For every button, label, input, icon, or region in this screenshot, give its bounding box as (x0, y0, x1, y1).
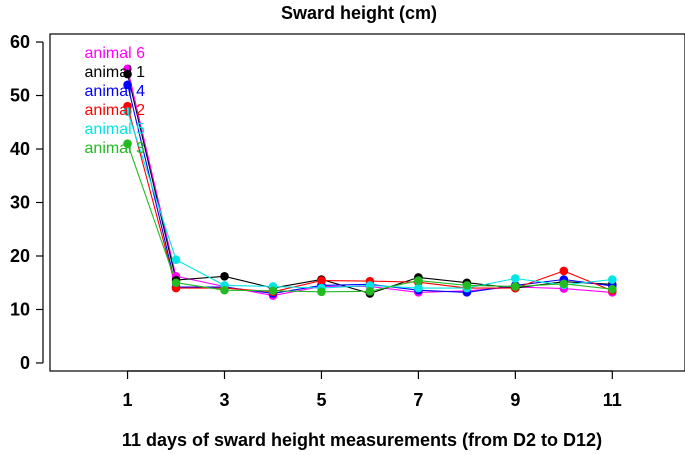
series-line (127, 68, 613, 297)
data-point (607, 284, 617, 294)
data-point (123, 80, 132, 90)
chart-title: Sward height (cm) (281, 3, 437, 23)
legend-entry: animal 1 (85, 64, 146, 81)
series-points (123, 64, 617, 300)
x-axis-label: 11 days of sward height measurements (fr… (122, 430, 602, 450)
data-point (220, 272, 229, 281)
x-tick-label: 3 (219, 390, 229, 410)
legend-entry: animal 6 (85, 45, 146, 62)
data-point (559, 279, 569, 289)
y-tick-label: 50 (10, 86, 30, 106)
x-tick-label: 11 (603, 390, 622, 410)
data-point (365, 286, 375, 296)
x-tick-label: 9 (510, 390, 520, 410)
plot-frame (49, 33, 685, 372)
series-line (127, 73, 613, 294)
data-point (511, 274, 520, 283)
data-point (607, 275, 617, 284)
data-point (414, 283, 423, 293)
data-point (365, 281, 375, 290)
series-line (127, 143, 613, 293)
legend-entry: animal 5 (85, 121, 146, 138)
data-point (414, 276, 423, 285)
series-line (127, 106, 613, 293)
data-point (268, 286, 278, 296)
y-tick-label: 40 (10, 139, 30, 159)
y-tick-label: 30 (10, 193, 30, 213)
x-axis: 1 3 5 7 9 11 (123, 370, 622, 410)
series-line (127, 111, 613, 289)
data-point (220, 285, 229, 295)
series-line (127, 84, 613, 294)
y-tick-label: 20 (10, 246, 30, 266)
legend-entry: animal 3 (85, 140, 146, 157)
data-point (511, 282, 520, 291)
data-point (171, 255, 181, 265)
data-point (317, 276, 326, 285)
x-tick-label: 5 (316, 390, 326, 410)
y-tick-label: 60 (10, 32, 30, 52)
y-tick-label: 0 (20, 353, 30, 373)
data-point (123, 139, 132, 148)
x-tick-label: 7 (413, 390, 423, 410)
data-point (462, 281, 472, 290)
legend: animal 6 animal 1 animal 4 animal 2 animal 5… (85, 45, 146, 157)
x-tick-label: 1 (123, 390, 133, 410)
legend-entry: animal 4 (85, 83, 146, 100)
series-lines (127, 68, 613, 297)
data-point (559, 266, 569, 276)
data-point (123, 107, 132, 116)
legend-entry: animal 2 (85, 102, 146, 119)
data-point (317, 287, 326, 297)
data-point (123, 69, 132, 79)
data-point (171, 278, 181, 288)
y-axis: 0 10 20 30 40 50 60 (10, 32, 44, 373)
y-tick-label: 10 (10, 299, 30, 319)
